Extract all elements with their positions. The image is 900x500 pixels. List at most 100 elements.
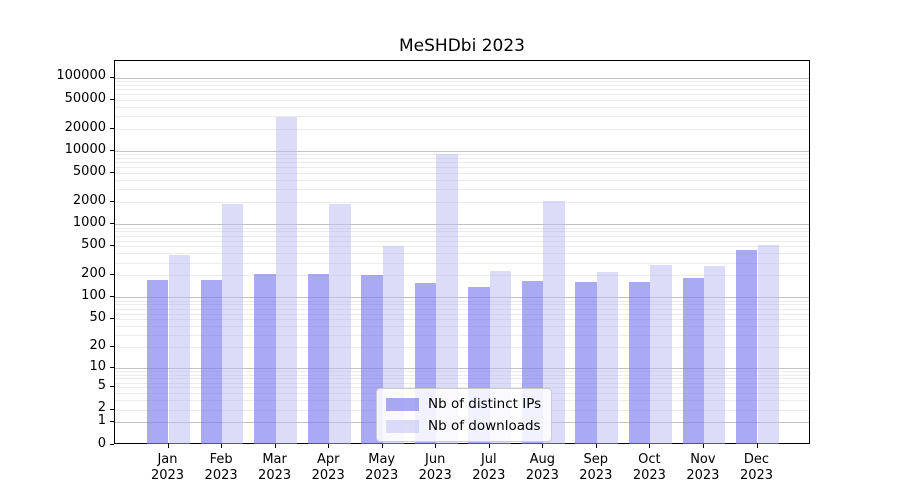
gridline: [115, 180, 809, 182]
y-tick-label: 2000: [72, 193, 106, 209]
legend: Nb of distinct IPs Nb of downloads: [376, 388, 553, 442]
y-tick-mark: [110, 296, 114, 298]
gridline: [115, 128, 809, 130]
y-tick-mark: [110, 127, 114, 129]
gridline: [115, 158, 809, 159]
y-tick-mark: [110, 443, 114, 445]
y-tick-label: 500: [81, 237, 106, 253]
y-tick-mark: [110, 367, 114, 369]
y-tick-mark: [110, 76, 114, 78]
y-tick-mark: [110, 149, 114, 151]
y-tick-label: 10: [89, 359, 106, 375]
gridline: [115, 382, 809, 384]
x-tick-mark: [221, 444, 223, 448]
x-tick-label: Jul 2023: [472, 452, 506, 483]
legend-item-downloads: Nb of downloads: [386, 418, 541, 434]
gridline: [115, 240, 809, 242]
gridline: [115, 115, 809, 117]
x-tick-mark: [488, 444, 490, 448]
x-tick-label: Dec 2023: [739, 452, 774, 483]
x-tick-mark: [435, 444, 437, 448]
y-tick-label: 100: [81, 288, 106, 304]
chart-title: MeSHDbi 2023: [399, 36, 525, 56]
distinct-ips-swatch-icon: [386, 397, 419, 411]
y-tick-label: 200: [81, 266, 106, 282]
x-tick-label: Feb 2023: [204, 452, 238, 483]
x-tick-label: Aug 2023: [525, 452, 559, 483]
distinct-ips-bar-1: [200, 279, 223, 444]
x-tick-label: May 2023: [365, 452, 399, 483]
x-tick-label: Jun 2023: [418, 452, 452, 483]
downloads-bar-3: [329, 204, 351, 444]
gridline: [115, 231, 809, 233]
gridline: [115, 304, 809, 306]
y-tick-label: 50000: [64, 90, 106, 106]
y-tick-label: 20: [89, 338, 106, 354]
distinct-ips-bar-9: [629, 281, 651, 444]
gridline: [115, 374, 809, 376]
y-tick-mark: [110, 172, 114, 173]
y-tick-mark: [110, 201, 114, 203]
downloads-bar-1: [222, 203, 244, 444]
gridline: [115, 224, 809, 226]
downloads-bar-11: [757, 244, 779, 444]
x-tick-label: Oct 2023: [632, 452, 666, 483]
gridline: [115, 84, 809, 86]
gridline: [115, 378, 809, 380]
gridline: [115, 347, 809, 349]
x-tick-mark: [649, 444, 651, 448]
x-tick-mark: [542, 444, 544, 448]
legend-item-distinct-ips: Nb of distinct IPs: [386, 396, 541, 412]
y-tick-label: 1000: [72, 215, 106, 231]
x-tick-mark: [328, 444, 330, 448]
gridline: [115, 189, 809, 191]
plot-area: [114, 60, 810, 444]
gridline: [115, 246, 809, 248]
x-tick-mark: [381, 444, 383, 448]
distinct-ips-bar-2: [254, 273, 276, 444]
gridline: [115, 253, 809, 255]
gridline: [115, 308, 809, 310]
gridline: [115, 235, 809, 237]
downloads-bar-7: [543, 200, 565, 444]
gridline: [115, 319, 809, 321]
gridline: [115, 167, 809, 169]
y-tick-label: 1: [97, 413, 106, 429]
y-tick-mark: [110, 245, 114, 247]
gridline: [115, 326, 809, 328]
gridline: [115, 313, 809, 315]
downloads-swatch-icon: [386, 419, 419, 433]
gridline: [115, 371, 809, 373]
y-tick-mark: [110, 408, 114, 410]
gridline: [115, 173, 809, 174]
gridline: [115, 275, 809, 277]
distinct-ips-bar-0: [147, 279, 169, 444]
distinct-ips-bar-8: [575, 281, 597, 444]
y-tick-mark: [110, 98, 114, 100]
gridline: [115, 162, 809, 164]
x-tick-label: Nov 2023: [686, 452, 720, 483]
y-tick-label: 5000: [72, 163, 106, 179]
distinct-ips-bar-3: [307, 273, 330, 444]
gridline: [115, 202, 809, 204]
gridline: [115, 335, 809, 336]
gridline: [115, 387, 809, 389]
distinct-ips-bar-11: [736, 250, 758, 444]
x-tick-mark: [167, 444, 169, 448]
y-tick-label: 5: [97, 378, 106, 394]
y-tick-label: 100000: [56, 68, 106, 84]
gridline: [115, 227, 809, 229]
y-tick-label: 2: [97, 400, 106, 416]
gridline: [115, 150, 809, 152]
downloads-bar-8: [596, 272, 619, 444]
downloads-bar-5: [436, 154, 458, 444]
y-tick-label: 0: [97, 435, 106, 451]
y-tick-mark: [110, 223, 114, 225]
downloads-bar-0: [168, 255, 190, 444]
gridline: [115, 262, 809, 264]
y-tick-label: 50: [89, 310, 106, 326]
x-tick-label: Apr 2023: [311, 452, 345, 483]
x-tick-label: Jan 2023: [150, 452, 185, 483]
legend-label: Nb of downloads: [428, 418, 541, 434]
